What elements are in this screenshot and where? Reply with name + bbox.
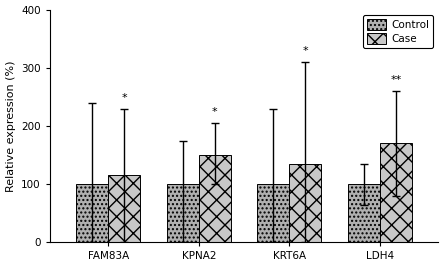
Bar — [76, 184, 108, 242]
Bar — [380, 143, 412, 242]
Text: *: * — [122, 93, 127, 103]
Bar — [289, 164, 321, 242]
Bar — [167, 184, 199, 242]
Bar — [108, 175, 140, 242]
Text: *: * — [302, 46, 308, 56]
Bar — [348, 184, 380, 242]
Bar — [258, 184, 289, 242]
Text: *: * — [212, 107, 218, 117]
Bar — [199, 155, 231, 242]
Text: **: ** — [390, 75, 401, 85]
Y-axis label: Relative expression (%): Relative expression (%) — [6, 60, 16, 192]
Legend: Control, Case: Control, Case — [363, 15, 433, 48]
